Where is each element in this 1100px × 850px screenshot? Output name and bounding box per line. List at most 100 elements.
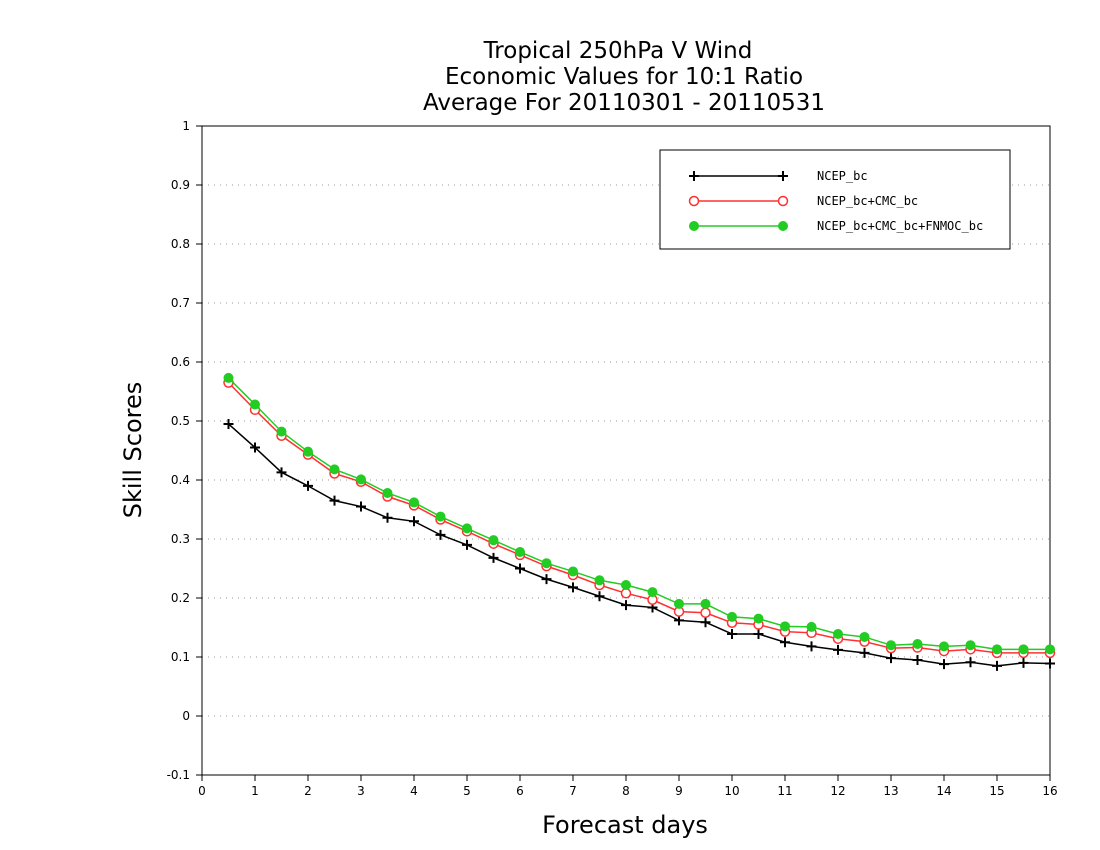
series-1-point [541,574,552,585]
legend-marker [689,171,699,181]
series-3-point [435,511,446,522]
chart-title-line-1: Tropical 250hPa V Wind [483,38,753,64]
series-1-point [223,418,234,429]
series-1-point [568,582,578,593]
series-1-point [727,628,737,639]
series-3-point [1045,644,1055,655]
x-tick-label: 6 [516,784,524,798]
series-3-point [409,497,419,508]
series-1-point [833,644,843,655]
series-3-point [965,640,976,651]
legend-entry-3: NCEP_bc+CMC_bc+FNMOC_bc [689,219,983,233]
y-tick-label: 1 [182,119,190,133]
legend-label: NCEP_bc+CMC_bc+FNMOC_bc [817,219,983,233]
series-1-point [700,617,711,628]
series-3-point [674,598,684,609]
series-1-point [1045,658,1055,669]
series-3-point [833,628,843,639]
series-1-point [488,552,499,563]
series-3-point [223,372,234,383]
y-axis: -0.1 0 0.1 0.2 0.3 0.4 0.5 0.6 0.7 0.8 0.9 1 [167,119,202,782]
series-1-point [674,615,684,626]
series-2 [223,377,1056,659]
series-3-point [303,446,313,457]
series-1-point [939,659,949,670]
x-tick-label: 14 [936,784,951,798]
series-1-point [356,501,366,512]
series-1-point [303,480,313,491]
x-tick-label: 9 [675,784,683,798]
chart-title-line-2: Economic Values for 10:1 Ratio [445,64,803,90]
series-3-point [329,464,340,475]
series-1-point [462,539,472,550]
series-1-point [382,512,393,523]
y-tick-label: 0.5 [171,414,190,428]
y-tick-label: 0.1 [171,650,190,664]
x-tick-label: 3 [357,784,365,798]
series-3-point [806,621,817,632]
series-1-point [250,442,260,453]
y-tick-label: 0.7 [171,296,190,310]
legend-marker [778,171,788,181]
series-1-point [806,641,817,652]
series-3-point [462,523,472,534]
x-tick-label: 13 [883,784,898,798]
legend-entry-2: NCEP_bc+CMC_bc [688,194,918,208]
legend-marker [778,221,788,231]
legend-entry-1: NCEP_bc [689,169,868,183]
series-1-point [753,628,764,639]
y-axis-title: Skill Scores [119,382,147,519]
series-1-point [435,529,446,540]
series-1-point [992,660,1002,671]
series-3-point [515,546,525,557]
series-3-point [568,566,578,577]
series-3-point [859,631,870,642]
x-tick-label: 2 [304,784,312,798]
x-tick-label: 8 [622,784,630,798]
series-1-point [329,495,340,506]
series-3-point [382,487,393,498]
y-tick-label: 0.9 [171,178,190,192]
series-3-point [356,474,366,485]
series-3-point [250,399,260,410]
legend-marker [777,195,789,207]
series-2-point [700,607,711,618]
y-tick-label: 0.6 [171,355,190,369]
series-1-point [965,657,976,668]
series-1-point [886,653,896,664]
series-1-point [594,591,605,602]
series-3-point [647,587,658,598]
series-3-point [541,558,552,569]
series-2-line [227,382,1050,654]
x-tick-label: 0 [198,784,206,798]
series-1-point [780,637,790,648]
legend-label: NCEP_bc+CMC_bc [817,194,918,208]
x-tick-label: 4 [410,784,418,798]
series-1-point [621,600,631,611]
x-axis: 0 1 2 3 4 5 6 7 8 9 10 11 12 13 14 15 16 [198,775,1058,798]
y-tick-label: 0 [182,709,190,723]
series-3-point [992,644,1002,655]
x-tick-label: 5 [463,784,471,798]
series-3-point [700,598,711,609]
y-tick-label: 0.8 [171,237,190,251]
series-2-point [620,588,632,599]
series-3-point [912,639,923,650]
legend: NCEP_bc NCEP_bc+CMC_bc NCEP_bc+CMC_bc+FNMO… [659,149,1011,250]
y-tick-label: 0.3 [171,532,190,546]
series-3 [223,372,1055,655]
series-3-point [594,575,605,586]
legend-marker [688,195,700,207]
series-1-point [276,467,287,478]
x-tick-label: 7 [569,784,577,798]
series-1 [223,418,1055,671]
series-1-point [859,647,870,658]
series-layer [223,372,1056,671]
series-3-point [886,640,896,651]
series-3-point [939,641,949,652]
x-tick-label: 1 [251,784,259,798]
x-axis-title: Forecast days [542,811,708,839]
legend-box [659,149,1011,250]
legend-label: NCEP_bc [817,169,868,183]
